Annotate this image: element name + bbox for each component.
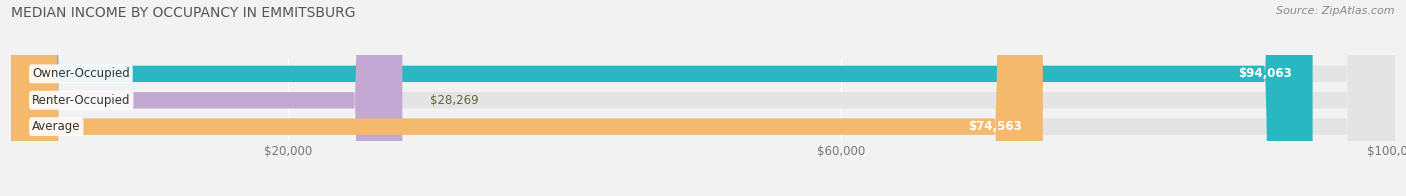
Text: $28,269: $28,269 xyxy=(430,94,478,107)
FancyBboxPatch shape xyxy=(11,0,1313,196)
FancyBboxPatch shape xyxy=(11,0,402,196)
FancyBboxPatch shape xyxy=(11,0,1395,196)
Text: Renter-Occupied: Renter-Occupied xyxy=(32,94,131,107)
Text: Owner-Occupied: Owner-Occupied xyxy=(32,67,129,80)
Text: Source: ZipAtlas.com: Source: ZipAtlas.com xyxy=(1277,6,1395,16)
FancyBboxPatch shape xyxy=(11,0,1395,196)
FancyBboxPatch shape xyxy=(11,0,1395,196)
Text: MEDIAN INCOME BY OCCUPANCY IN EMMITSBURG: MEDIAN INCOME BY OCCUPANCY IN EMMITSBURG xyxy=(11,6,356,20)
Text: Average: Average xyxy=(32,120,80,133)
Text: $74,563: $74,563 xyxy=(969,120,1022,133)
FancyBboxPatch shape xyxy=(11,0,1043,196)
Text: $94,063: $94,063 xyxy=(1239,67,1292,80)
